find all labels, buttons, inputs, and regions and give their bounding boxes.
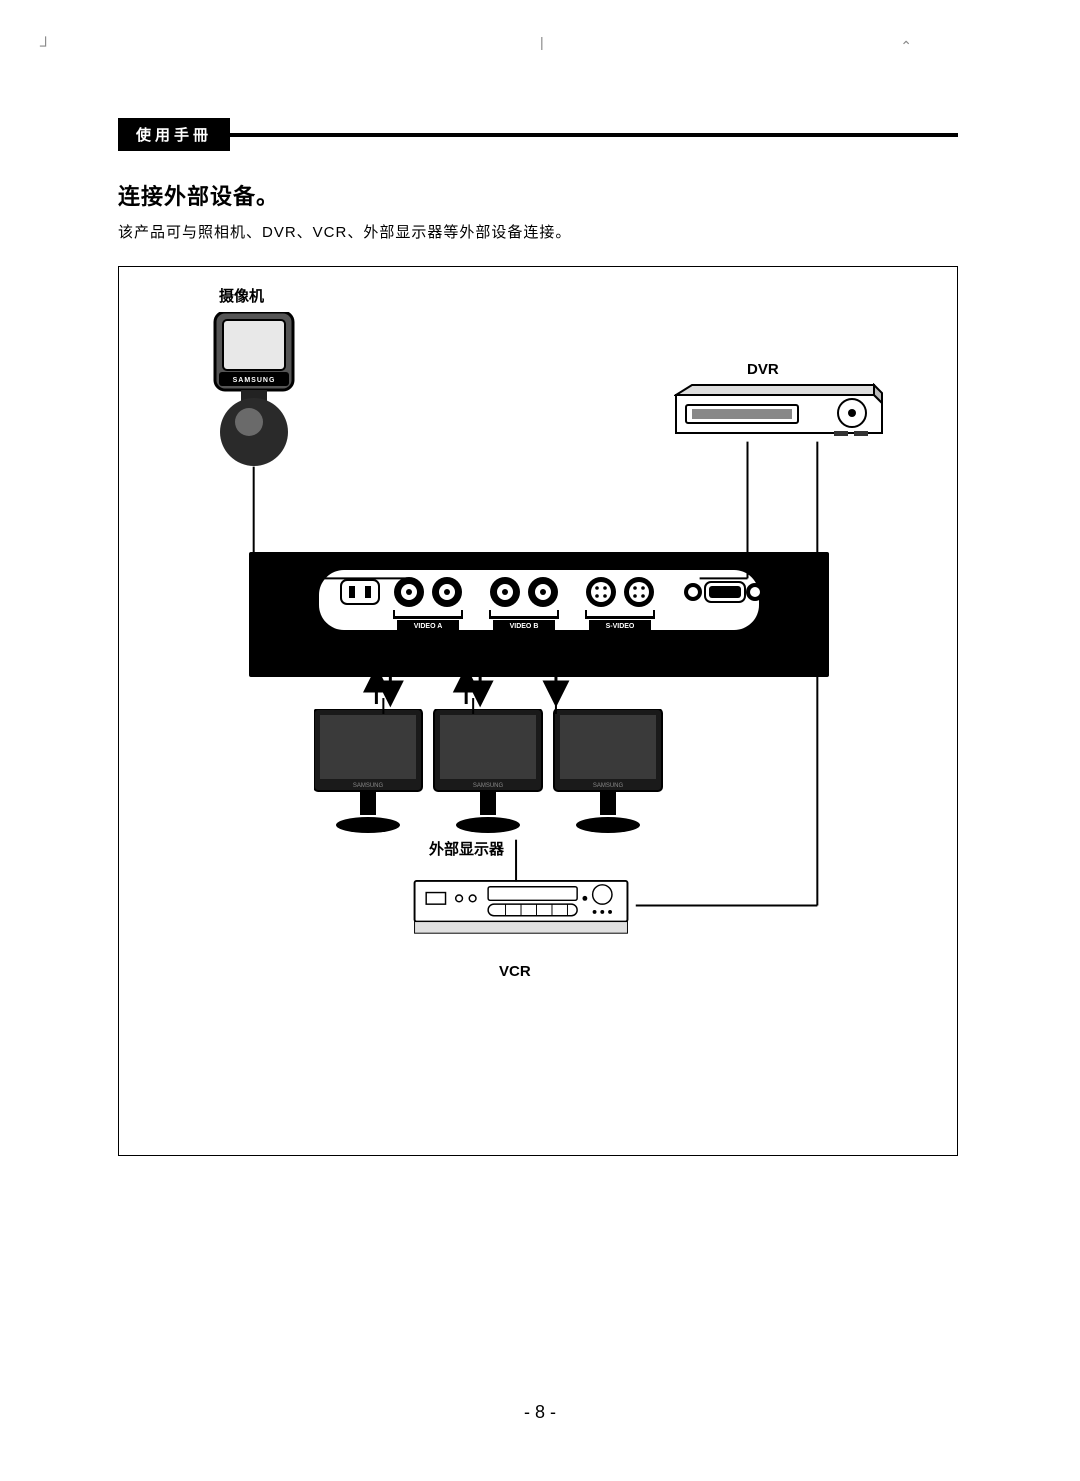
connection-diagram: 摄像机 DVR 外部显示器 VCR AC IN <box>118 266 958 1156</box>
section-title: 连接外部设备。 <box>118 179 958 211</box>
header-tag: 使用手冊 <box>118 118 230 151</box>
header-bar: 使用手冊 <box>118 118 958 151</box>
crop-mark: ┘ <box>40 38 51 56</box>
crop-mark: ⌃ <box>900 38 912 55</box>
connection-lines <box>119 267 957 1155</box>
section-description: 该产品可与照相机、DVR、VCR、外部显示器等外部设备连接。 <box>118 221 958 242</box>
page-number: - 8 - <box>0 1402 1080 1423</box>
page: 使用手冊 连接外部设备。 该产品可与照相机、DVR、VCR、外部显示器等外部设备… <box>118 118 958 1156</box>
crop-mark: | <box>540 34 544 50</box>
header-rule <box>230 133 958 137</box>
